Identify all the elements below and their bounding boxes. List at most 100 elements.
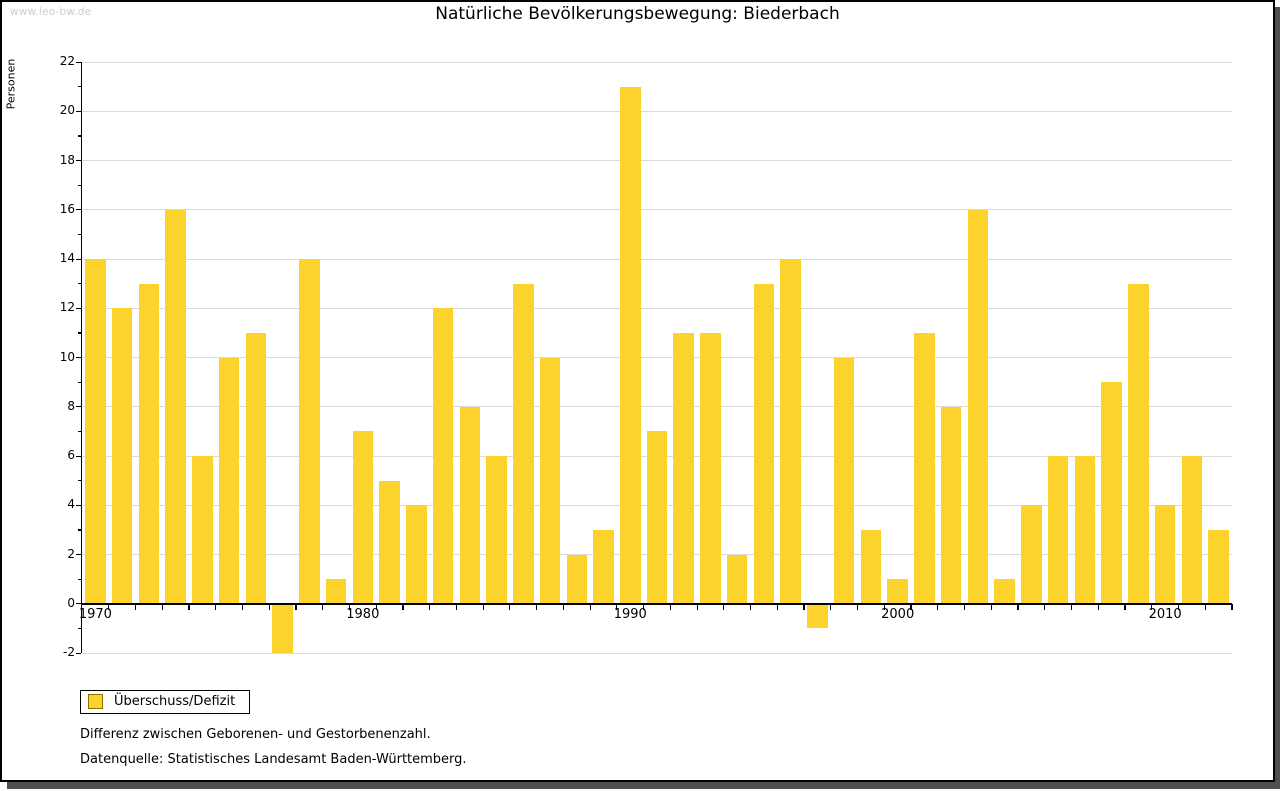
gridline-y-16 bbox=[82, 209, 1232, 211]
y-axis-label: 10 bbox=[59, 349, 75, 364]
y-axis-tick-minor bbox=[77, 627, 81, 630]
x-axis-tick bbox=[937, 603, 939, 610]
bar-2008 bbox=[1101, 382, 1122, 604]
bar-1979 bbox=[325, 579, 347, 604]
y-axis-tick-major bbox=[75, 61, 81, 63]
bar-1973 bbox=[165, 209, 186, 604]
x-axis-tick bbox=[455, 603, 457, 610]
x-axis-tick bbox=[295, 603, 297, 610]
y-axis-tick-minor bbox=[77, 283, 81, 285]
legend-label: Überschuss/Defizit bbox=[114, 694, 236, 709]
x-axis-tick bbox=[750, 603, 752, 610]
bar-2009 bbox=[1128, 283, 1149, 604]
chart-title: Natürliche Bevölkerungsbewegung: Biederb… bbox=[435, 4, 840, 24]
x-axis-label-1970: 1970 bbox=[78, 607, 112, 622]
y-axis-tick-major bbox=[75, 603, 81, 605]
bar-1996 bbox=[780, 259, 801, 604]
bar-1992 bbox=[673, 332, 694, 604]
x-axis-line bbox=[82, 603, 1232, 605]
bar-1975 bbox=[218, 357, 240, 604]
x-axis-tick bbox=[1177, 603, 1180, 610]
y-axis-tick-major bbox=[75, 455, 81, 457]
bar-1988 bbox=[566, 554, 588, 604]
bar-1994 bbox=[726, 554, 748, 604]
bar-1976 bbox=[245, 332, 267, 604]
bar-2005 bbox=[1021, 505, 1042, 604]
x-axis-tick bbox=[669, 603, 671, 610]
y-axis-tick-minor bbox=[77, 430, 81, 433]
x-axis-tick bbox=[856, 603, 859, 610]
y-axis-title: Personen bbox=[4, 58, 18, 110]
x-axis-label-1980: 1980 bbox=[346, 607, 380, 622]
bar-2002 bbox=[940, 406, 962, 604]
x-axis-tick bbox=[215, 603, 217, 610]
bar-1983 bbox=[432, 308, 454, 604]
y-axis-tick-minor bbox=[77, 135, 81, 137]
bar-2003 bbox=[967, 209, 989, 604]
gridline-y-18 bbox=[82, 160, 1232, 161]
bar-1991 bbox=[646, 431, 668, 604]
x-axis-tick bbox=[1124, 603, 1126, 610]
bar-1990 bbox=[620, 86, 641, 604]
bar-1972 bbox=[138, 283, 160, 604]
gridline-y-10 bbox=[82, 357, 1232, 358]
bar-2006 bbox=[1047, 456, 1069, 604]
y-axis-tick-minor bbox=[77, 480, 81, 482]
bar-1974 bbox=[192, 456, 213, 604]
bar-1980 bbox=[352, 431, 374, 604]
x-axis-tick bbox=[536, 603, 538, 610]
x-axis-label-1990: 1990 bbox=[613, 607, 647, 622]
x-axis-tick bbox=[723, 603, 725, 610]
legend-box: Überschuss/Defizit bbox=[80, 690, 251, 714]
y-axis-tick-minor bbox=[77, 381, 81, 383]
bar-1977 bbox=[272, 603, 293, 653]
y-axis-label: 0 bbox=[67, 595, 75, 610]
bar-2010 bbox=[1154, 505, 1176, 604]
bar-1998 bbox=[833, 357, 855, 604]
y-axis-tick-minor bbox=[77, 86, 81, 88]
bar-2007 bbox=[1074, 456, 1096, 604]
x-axis-tick bbox=[990, 603, 992, 610]
y-axis-label: -2 bbox=[63, 645, 75, 659]
footnote-definition: Differenz zwischen Geborenen- und Gestor… bbox=[80, 727, 431, 742]
bar-1978 bbox=[299, 259, 320, 604]
x-axis-tick bbox=[375, 603, 377, 610]
x-axis-tick bbox=[883, 603, 885, 610]
x-axis-tick bbox=[1231, 603, 1233, 610]
bar-2011 bbox=[1181, 456, 1203, 604]
bar-1987 bbox=[539, 357, 561, 604]
x-axis-tick bbox=[188, 603, 190, 610]
y-axis-tick-minor bbox=[77, 233, 81, 236]
x-axis-tick bbox=[963, 603, 966, 610]
gridline-y-8 bbox=[82, 406, 1232, 408]
bar-1982 bbox=[406, 505, 427, 604]
y-axis-label: 8 bbox=[67, 398, 75, 413]
bar-2000 bbox=[887, 579, 908, 604]
bar-1997 bbox=[807, 603, 828, 629]
footnote-source: Datenquelle: Statistisches Landesamt Bad… bbox=[80, 752, 467, 767]
x-axis-tick bbox=[562, 603, 564, 610]
x-axis-tick bbox=[616, 603, 618, 610]
x-axis-tick bbox=[643, 603, 645, 610]
x-axis-tick bbox=[134, 603, 137, 610]
y-axis-label: 16 bbox=[59, 201, 75, 216]
y-axis-tick-minor bbox=[77, 578, 81, 580]
x-axis-tick bbox=[803, 603, 805, 610]
y-axis-label: 2 bbox=[67, 546, 75, 561]
x-axis-tick bbox=[830, 603, 832, 610]
bar-1985 bbox=[486, 456, 507, 604]
bar-1986 bbox=[513, 283, 534, 604]
bar-1989 bbox=[593, 529, 614, 604]
bar-2004 bbox=[994, 579, 1015, 604]
x-axis-tick bbox=[1204, 603, 1206, 610]
bar-1984 bbox=[459, 406, 481, 604]
y-axis-tick-minor bbox=[77, 529, 81, 531]
x-axis-tick bbox=[268, 603, 270, 610]
gridline-y-20 bbox=[82, 110, 1232, 112]
x-axis-tick bbox=[1097, 603, 1099, 610]
y-axis-tick-major bbox=[75, 110, 81, 112]
bar-1999 bbox=[860, 529, 882, 604]
plot-area: 22 20 18 16 14 12 10 8 6 4 2 0 -2 1970 1980 1990 2000 201… bbox=[60, 54, 1233, 659]
bar-1995 bbox=[753, 283, 775, 604]
